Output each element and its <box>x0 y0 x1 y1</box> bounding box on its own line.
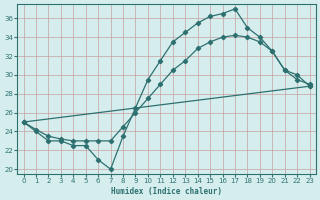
X-axis label: Humidex (Indice chaleur): Humidex (Indice chaleur) <box>111 187 222 196</box>
